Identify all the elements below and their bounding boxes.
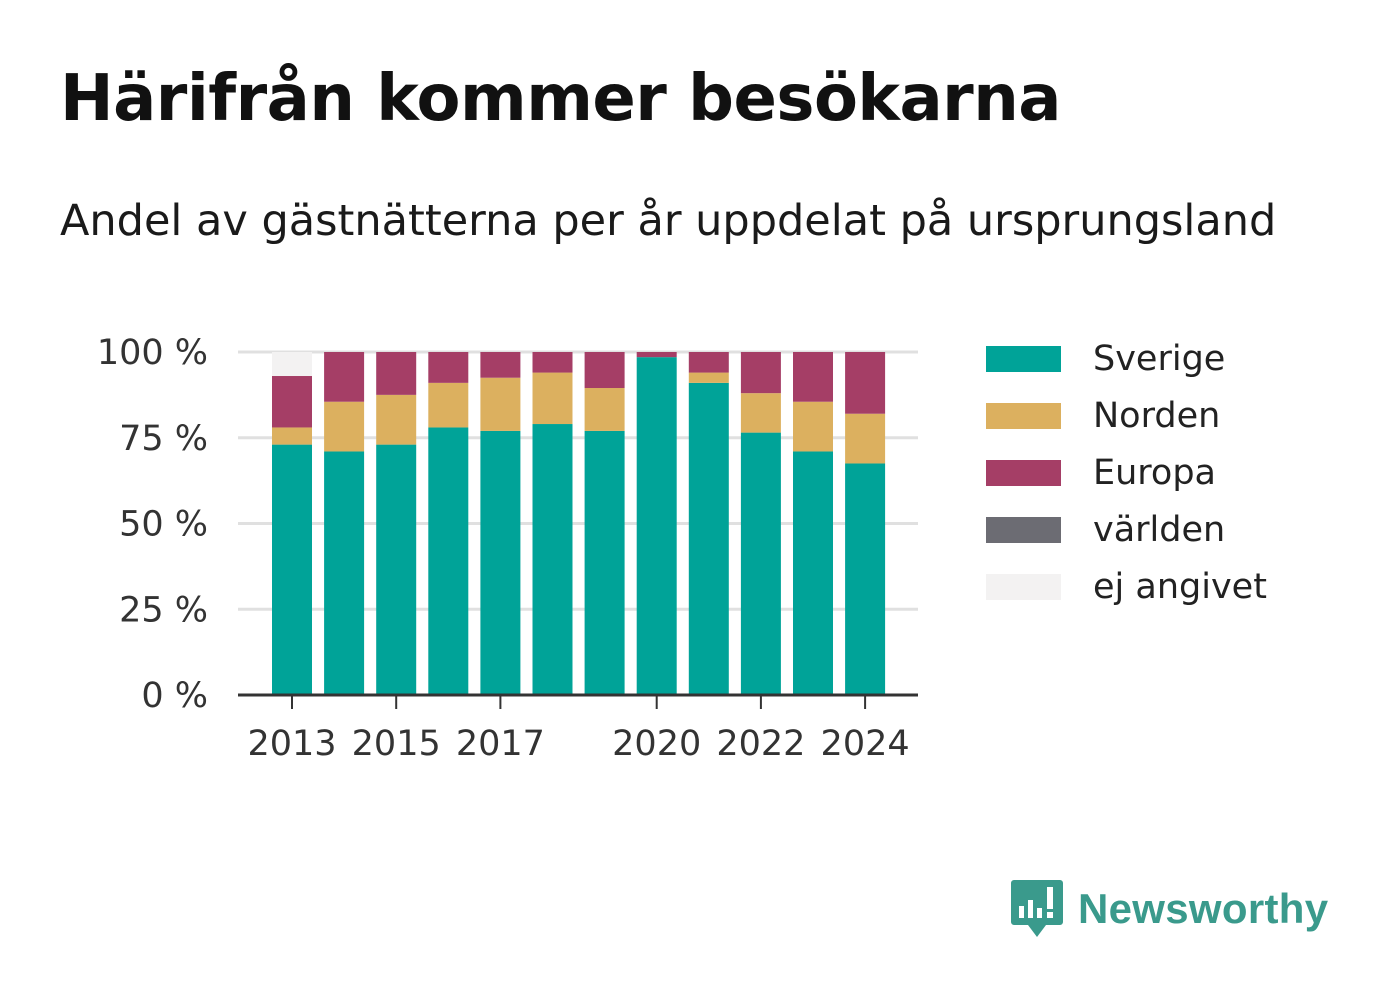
bar-segment-norden-2022 (740, 393, 781, 433)
bar-segment-norden-2021 (688, 372, 729, 383)
y-tick-label: 50 % (119, 505, 208, 545)
legend-item-sverige: Sverige (986, 330, 1267, 387)
bar-segment-europa-2022 (740, 352, 781, 394)
bar-segment-norden-2014 (324, 401, 365, 452)
legend-label: ej angivet (1093, 566, 1267, 607)
bar-segment-sverige-2020 (636, 357, 677, 695)
bar-segment-europa-2020 (636, 352, 677, 358)
bar-segment-europa-2023 (793, 352, 833, 402)
legend-item-europa: Europa (986, 444, 1267, 501)
legend-item-norden: Norden (986, 387, 1267, 444)
bar-segment-sverige-2019 (584, 430, 625, 695)
legend-label: Norden (1093, 395, 1221, 436)
bar-segment-europa-2013 (272, 376, 312, 428)
legend-swatch (986, 459, 1061, 486)
x-tick-label: 2015 (352, 724, 441, 764)
x-tick-label: 2013 (247, 724, 336, 764)
legend-swatch (986, 516, 1061, 543)
bar-segment-sverige-2018 (532, 424, 573, 695)
legend-label: Europa (1093, 452, 1216, 493)
chart-subtitle: Andel av gästnätterna per år uppdelat på… (60, 196, 1277, 246)
bar-segment-sverige-2024 (845, 463, 886, 695)
bar-segment-europa-2024 (845, 352, 886, 414)
legend-swatch (986, 345, 1061, 372)
chart-title: Härifrån kommer besökarna (60, 62, 1061, 136)
x-tick-label: 2022 (716, 724, 805, 764)
bar-segment-europa-2015 (376, 352, 417, 395)
bar-segment-norden-2024 (845, 413, 886, 464)
bar-segment-europa-2021 (688, 352, 729, 373)
y-tick-label: 0 % (141, 676, 208, 716)
bar-segment-sverige-2015 (376, 444, 417, 695)
bar-segment-norden-2018 (532, 372, 573, 425)
legend-label: världen (1093, 509, 1226, 550)
bar-segment-europa-2016 (428, 352, 469, 383)
bar-segment-europa-2014 (324, 352, 365, 402)
bar-segment-sverige-2021 (688, 382, 729, 695)
bars (272, 352, 886, 695)
bar-segment-ej-angivet-2013 (272, 352, 312, 377)
bar-segment-europa-2017 (480, 352, 521, 378)
bar-segment-norden-2019 (584, 388, 625, 431)
legend-swatch (986, 573, 1061, 600)
brand-name: Newsworthy (1078, 885, 1329, 932)
bar-segment-sverige-2013 (272, 444, 312, 695)
x-tick-label: 2024 (821, 724, 910, 764)
bar-segment-norden-2015 (376, 394, 417, 445)
bar-segment-sverige-2023 (793, 451, 833, 695)
bar-segment-norden-2013 (272, 427, 312, 445)
y-tick-label: 75 % (119, 419, 208, 459)
x-tick-label: 2020 (612, 724, 701, 764)
y-tick-label: 25 % (119, 590, 208, 630)
bar-segment-sverige-2017 (480, 430, 521, 695)
legend: Sverige Norden Europa världen ej angivet (986, 330, 1267, 615)
y-tick-label: 100 % (97, 333, 208, 373)
bar-segment-sverige-2016 (428, 427, 469, 695)
bar-segment-norden-2017 (480, 377, 521, 431)
x-tick-label: 2017 (456, 724, 545, 764)
bar-segment-sverige-2014 (324, 451, 365, 695)
axes: 0 % 25 % 50 % 75 % 100 % 2013 2015 2017 2020 2022… (97, 333, 918, 764)
bar-segment-norden-2016 (428, 382, 469, 428)
legend-item-ej-angivet: ej angivet (986, 558, 1267, 615)
bar-segment-sverige-2022 (740, 432, 781, 695)
newsworthy-logo-icon (1011, 880, 1063, 937)
bar-segment-europa-2019 (584, 352, 625, 389)
newsworthy-logo: Newsworthy (1010, 878, 1328, 940)
bar-segment-europa-2018 (532, 352, 573, 373)
legend-swatch (986, 402, 1061, 429)
legend-item-varlden: världen (986, 501, 1267, 558)
legend-label: Sverige (1093, 338, 1226, 379)
bar-segment-norden-2023 (793, 401, 833, 452)
